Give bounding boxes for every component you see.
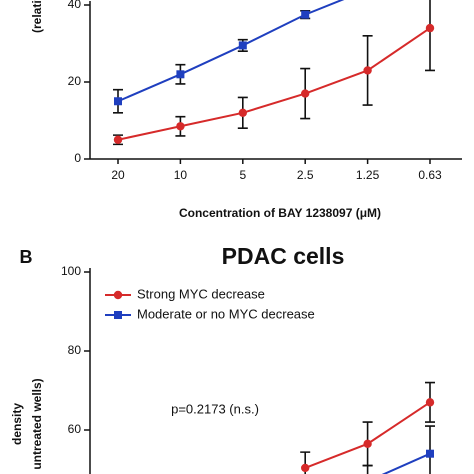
- marker: [301, 463, 310, 473]
- x-tick-label: 20: [111, 168, 125, 182]
- legend-label: Strong MYC decrease: [137, 286, 265, 301]
- marker: [363, 439, 372, 449]
- marker: [301, 89, 310, 98]
- y-tick-label: 100: [61, 264, 81, 278]
- legend-label: Moderate or no MYC decrease: [137, 306, 315, 321]
- x-tick-label: 0.63: [418, 168, 442, 182]
- annotation: p=0.2173 (n.s.): [171, 401, 259, 416]
- x-tick-label: 10: [174, 168, 188, 182]
- y-tick-label: 0: [74, 151, 81, 165]
- x-tick-label: 2.5: [297, 168, 314, 182]
- marker: [363, 66, 372, 75]
- panel: 0 20 40 (relative 20 10 5 2.5 1.25 0.63 Concentrat…: [30, 0, 462, 220]
- marker: [301, 10, 310, 19]
- series-line: [117, 27, 431, 141]
- marker: [425, 398, 435, 407]
- marker: [425, 23, 435, 33]
- x-axis-label: Concentration of BAY 1238097 (μM): [179, 206, 381, 220]
- panel-label: B: [20, 247, 33, 267]
- y-axis-label: (relative: [30, 0, 44, 33]
- y-axis-label: untreated wells): [30, 378, 44, 469]
- marker: [238, 108, 247, 118]
- error-bar: [362, 464, 373, 474]
- y-tick-label: 20: [68, 74, 82, 88]
- legend-marker: [113, 290, 123, 300]
- x-tick-label: 1.25: [356, 168, 380, 182]
- marker: [238, 41, 247, 50]
- series-line: [381, 452, 431, 474]
- marker: [426, 449, 434, 458]
- marker: [176, 70, 185, 79]
- panel: 60 80 100 density untreated wells) B PDAC cell…: [10, 243, 435, 474]
- y-axis-label: density: [10, 403, 24, 445]
- y-tick-label: 60: [68, 422, 82, 436]
- chart-title: PDAC cells: [222, 243, 345, 269]
- error-bar: [425, 0, 435, 72]
- y-tick-label: 80: [68, 343, 82, 357]
- marker: [176, 122, 185, 131]
- y-tick-label: 40: [68, 0, 82, 11]
- x-tick-label: 5: [239, 168, 246, 182]
- marker: [113, 135, 123, 144]
- legend-marker: [114, 311, 122, 319]
- marker: [114, 97, 122, 106]
